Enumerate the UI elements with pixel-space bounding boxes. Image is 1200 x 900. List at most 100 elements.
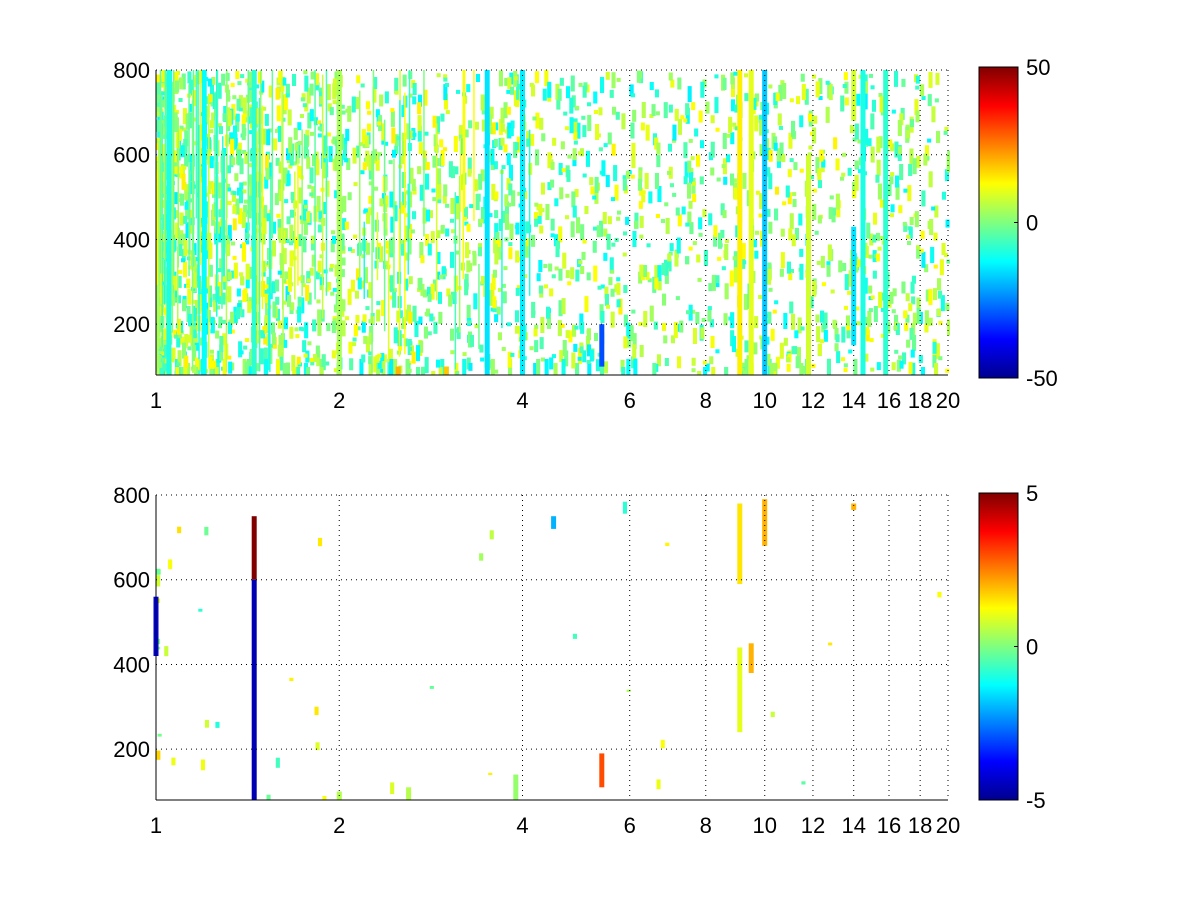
heatmap-cell xyxy=(570,75,575,92)
heatmap-cell xyxy=(915,110,920,123)
top-colorbar: 500-50 xyxy=(978,55,1058,391)
heatmap-cell xyxy=(579,313,584,330)
heatmap-cell xyxy=(179,212,184,225)
heatmap-cell xyxy=(585,150,590,167)
heatmap-cell xyxy=(227,225,232,242)
heatmap-cell xyxy=(899,113,904,126)
x-tick-label: 16 xyxy=(877,813,901,838)
heatmap-cell xyxy=(342,195,347,212)
heatmap-cell xyxy=(302,204,307,221)
heatmap-cell xyxy=(691,357,696,366)
heatmap-cell xyxy=(924,145,929,162)
heatmap-cell xyxy=(185,113,190,130)
heatmap-cell xyxy=(451,291,456,300)
heatmap-cell xyxy=(534,218,539,227)
heatmap-cell xyxy=(491,273,496,290)
heatmap-cell xyxy=(902,352,907,365)
heatmap-cell xyxy=(632,344,637,361)
heatmap-cell xyxy=(705,101,710,114)
heatmap-cell xyxy=(791,234,796,247)
heatmap-cell xyxy=(197,359,202,372)
heatmap-cell xyxy=(759,119,764,136)
heatmap-cell xyxy=(721,266,726,271)
heatmap-cell xyxy=(331,321,336,333)
heatmap-cell xyxy=(584,206,589,214)
y-tick-label: 600 xyxy=(113,568,150,593)
heatmap-cell xyxy=(788,132,793,149)
heatmap-cell xyxy=(226,183,231,188)
heatmap-cell xyxy=(491,122,496,135)
heatmap-cell xyxy=(353,324,358,337)
heatmap-cell xyxy=(732,178,737,183)
heatmap-cell xyxy=(586,359,591,364)
heatmap-cell xyxy=(317,260,322,273)
heatmap-cell xyxy=(414,321,419,337)
heatmap-line xyxy=(268,294,270,371)
heatmap-cell xyxy=(744,73,749,78)
heatmap-cell xyxy=(902,221,907,226)
heatmap-line xyxy=(458,175,461,333)
heatmap-cell xyxy=(286,173,291,186)
heatmap-line xyxy=(314,70,316,300)
heatmap-cell xyxy=(381,123,386,140)
heatmap-cell xyxy=(630,122,635,139)
heatmap-cell xyxy=(310,71,315,80)
heatmap-cell xyxy=(685,103,690,116)
heatmap-cell xyxy=(848,349,853,354)
colorbar-tick-label: -5 xyxy=(1026,788,1046,813)
heatmap-cell xyxy=(490,162,495,171)
heatmap-line xyxy=(226,70,228,219)
heatmap-cell xyxy=(479,344,484,353)
heatmap-cell xyxy=(394,145,399,154)
heatmap-cell xyxy=(584,296,589,313)
heatmap-cell xyxy=(435,116,440,133)
heatmap-cell xyxy=(368,207,373,216)
heatmap-cell xyxy=(629,325,634,342)
heatmap-cell xyxy=(379,198,384,207)
heatmap-cell xyxy=(869,338,874,343)
heatmap-cell xyxy=(559,350,564,363)
heatmap-cell xyxy=(523,274,528,279)
heatmap-line xyxy=(177,117,179,268)
heatmap-cell xyxy=(517,191,522,196)
heatmap-cell xyxy=(538,203,543,216)
heatmap-cell xyxy=(707,306,712,311)
heatmap-cell xyxy=(275,296,280,305)
heatmap-cell xyxy=(656,354,661,367)
heatmap-cell xyxy=(880,307,885,312)
heatmap-cell xyxy=(783,313,788,329)
heatmap-cell xyxy=(303,218,308,235)
heatmap-cell xyxy=(316,195,321,212)
heatmap-cell xyxy=(490,148,495,165)
heatmap-cell xyxy=(361,354,366,363)
heatmap-cell xyxy=(701,318,706,322)
heatmap-cell xyxy=(778,84,783,101)
heatmap-cell xyxy=(436,230,441,239)
heatmap-cell xyxy=(389,238,394,255)
heatmap-cell xyxy=(212,360,217,369)
heatmap-cell xyxy=(835,193,840,210)
heatmap-cell xyxy=(721,164,726,169)
heatmap-cell xyxy=(810,175,815,180)
heatmap-cell xyxy=(724,239,729,243)
heatmap-cell xyxy=(820,339,825,344)
heatmap-cell xyxy=(709,319,714,328)
heatmap-stripe xyxy=(599,324,605,367)
heatmap-cell xyxy=(209,360,214,369)
heatmap-cell xyxy=(323,135,328,152)
heatmap-cell xyxy=(226,89,231,102)
heatmap-cell xyxy=(264,315,269,332)
heatmap-cell xyxy=(875,253,880,262)
heatmap-cell xyxy=(172,150,177,163)
heatmap-cell xyxy=(186,363,191,375)
heatmap-cell xyxy=(297,171,302,175)
heatmap-cell xyxy=(880,333,885,338)
heatmap-cell xyxy=(297,122,302,131)
heatmap-cell xyxy=(577,356,582,361)
heatmap-cell xyxy=(187,71,192,84)
heatmap-cell xyxy=(593,265,598,282)
heatmap-cell xyxy=(798,213,803,226)
heatmap-line xyxy=(321,74,324,319)
heatmap-cell xyxy=(430,283,435,300)
heatmap-cell xyxy=(581,115,586,120)
